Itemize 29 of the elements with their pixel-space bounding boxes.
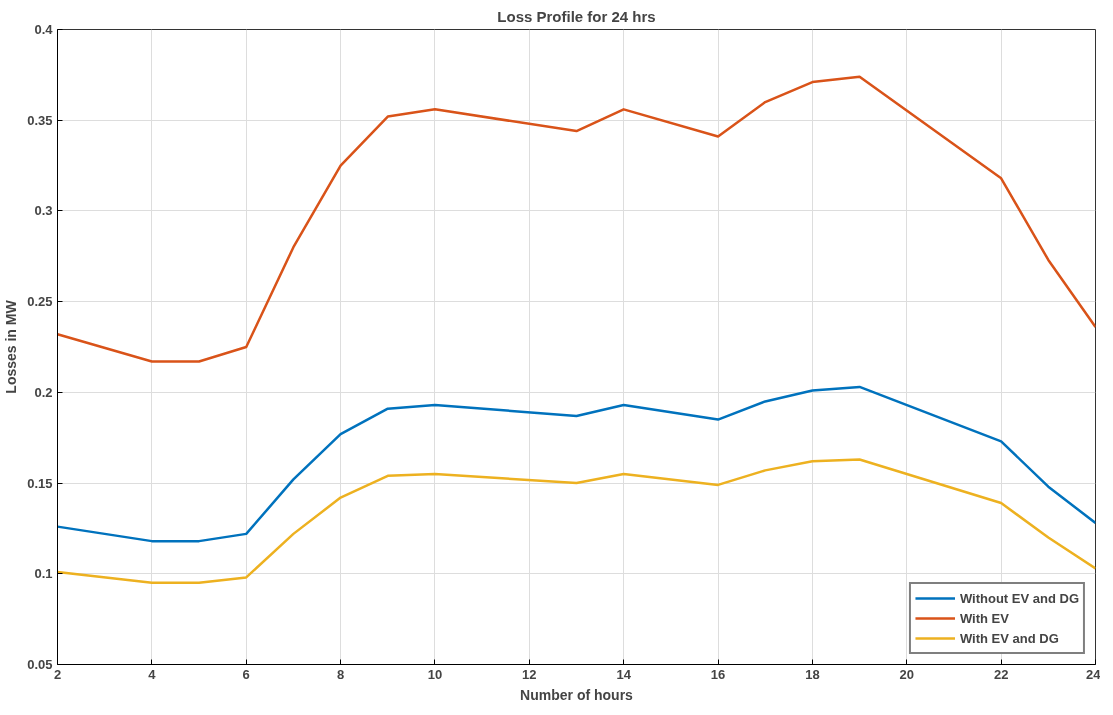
y-tick-label: 0.25 [27, 294, 53, 310]
legend-label: With EV and DG [959, 630, 1059, 646]
x-tick-label: 12 [522, 666, 537, 682]
x-tick-label: 20 [899, 666, 915, 682]
y-axis-title: Losses in MW [3, 299, 20, 394]
line-series [57, 385, 1096, 543]
x-axis-title: Number of hours [520, 686, 634, 703]
line-series [57, 75, 1096, 363]
x-tick-label: 14 [616, 666, 632, 682]
x-tick-label: 18 [805, 666, 820, 682]
line-series [57, 458, 1096, 585]
y-tick-label: 0.3 [34, 203, 53, 219]
y-tick-label: 0.05 [27, 657, 53, 672]
x-tick-label: 16 [710, 666, 726, 682]
y-tick-label: 0.1 [34, 566, 53, 582]
x-tick-label: 6 [242, 666, 250, 682]
y-tick-label: 0.35 [27, 112, 53, 128]
x-tick-label: 2 [53, 666, 62, 682]
x-tick-label: 22 [993, 666, 1009, 682]
y-tick-label: 0.15 [27, 475, 53, 491]
chart-title: Loss Profile for 24 hrs [497, 7, 656, 25]
y-tick-label: 0.2 [34, 384, 53, 400]
x-tick-label: 10 [427, 666, 443, 682]
x-tick-label: 4 [148, 666, 157, 682]
x-tick-label: 24 [1086, 666, 1102, 682]
legend-label: With EV [959, 610, 1009, 626]
x-tick-label: 8 [336, 666, 345, 682]
y-tick-label: 0.4 [34, 22, 54, 37]
legend-label: Without EV and DG [959, 590, 1079, 606]
